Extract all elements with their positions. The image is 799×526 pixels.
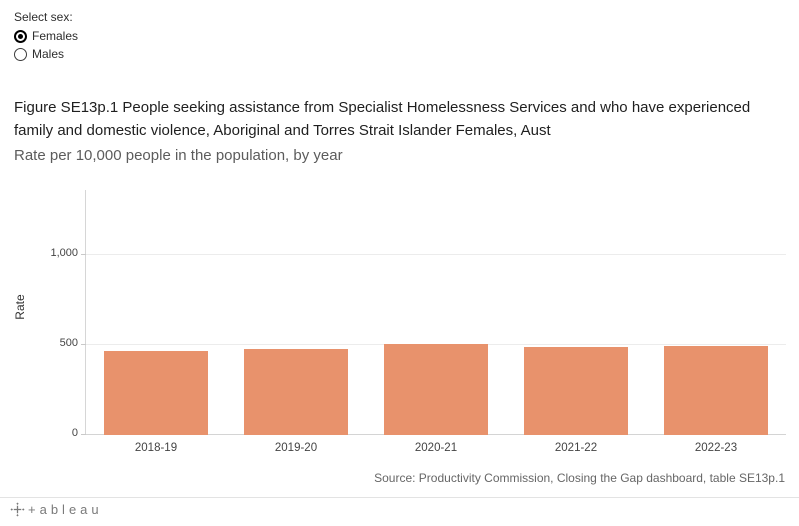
bar-2021-22[interactable] (524, 346, 628, 435)
radio-icon-males[interactable] (14, 47, 27, 61)
y-tick-label: 1,000 (50, 246, 78, 259)
x-tick-label: 2022-23 (694, 442, 738, 454)
y-tick-label: 500 (59, 337, 78, 350)
x-tick-label: 2018-19 (134, 442, 178, 454)
chart-subtitle: Rate per 10,000 people in the population… (14, 147, 343, 164)
tableau-logo[interactable]: +ableau (10, 502, 103, 517)
bar-2019-20[interactable] (244, 348, 348, 435)
title-block: Figure SE13p.1 People seeking assistance… (14, 97, 778, 166)
plot-area: 0 500 1,000 2018-19 2019-20 2020-21 2021-22 202… (50, 190, 786, 454)
radio-option-females[interactable]: Females (14, 27, 78, 45)
source-note: Source: Productivity Commission, Closing… (374, 471, 785, 485)
x-tick-label: 2019-20 (274, 442, 318, 454)
y-tick-mark (81, 344, 86, 346)
tableau-wordmark: +ableau (28, 502, 103, 517)
y-tick-label: 0 (71, 427, 78, 439)
sex-selector-label: Select sex: (14, 10, 73, 24)
radio-label-males[interactable]: Males (32, 47, 65, 61)
y-tick-mark (81, 434, 86, 435)
tableau-mark-icon (10, 502, 25, 517)
y-axis-title: Rate (13, 294, 27, 320)
radio-icon-females[interactable] (14, 29, 27, 43)
sex-selector: Select sex: Females Males (14, 10, 78, 63)
bar-2020-21[interactable] (384, 344, 488, 435)
gridline-1000 (86, 253, 786, 255)
bar-2022-23[interactable] (664, 345, 768, 435)
bar-2018-19[interactable] (104, 350, 208, 435)
footer-divider (0, 497, 799, 498)
radio-label-females[interactable]: Females (32, 29, 79, 43)
chart-title: Figure SE13p.1 People seeking assistance… (14, 99, 751, 139)
radio-option-males[interactable]: Males (14, 45, 78, 63)
y-tick-mark (81, 253, 86, 255)
x-tick-label: 2021-22 (554, 442, 598, 454)
x-tick-label: 2020-21 (414, 442, 458, 454)
